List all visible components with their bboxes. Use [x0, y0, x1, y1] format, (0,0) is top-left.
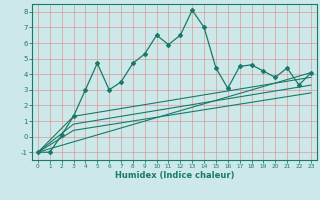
X-axis label: Humidex (Indice chaleur): Humidex (Indice chaleur) — [115, 171, 234, 180]
